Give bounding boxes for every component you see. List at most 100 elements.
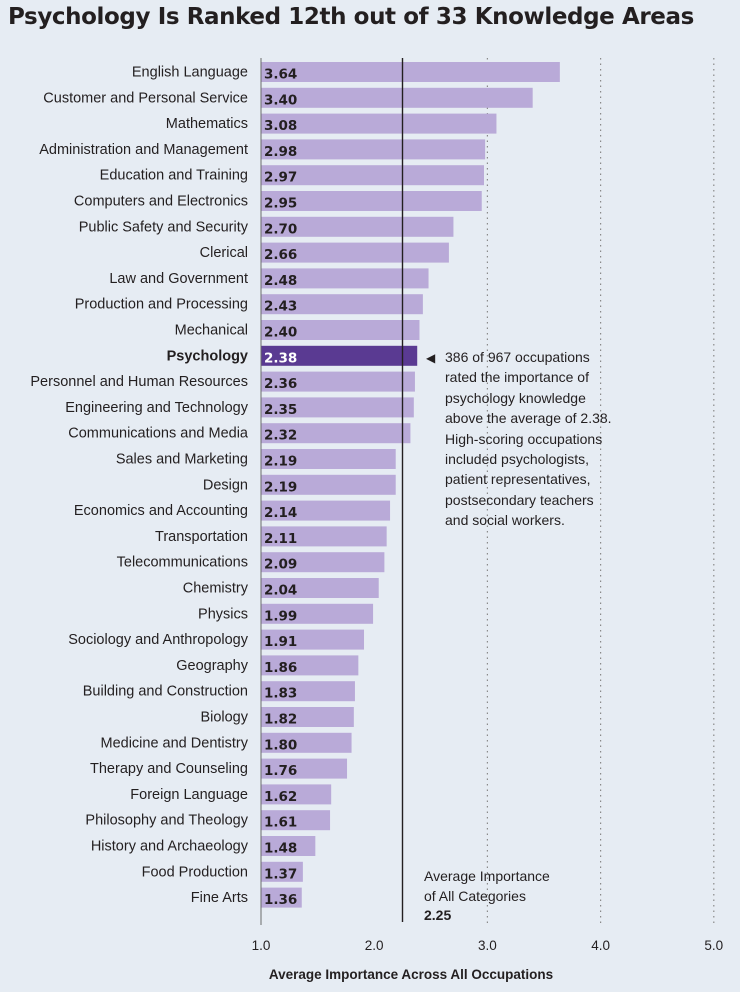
bar-sociology-and-anthropology <box>261 629 365 650</box>
category-label: Design <box>203 477 248 493</box>
psychology-annotation: 386 of 967 occupations rated the importa… <box>445 347 675 531</box>
category-label: Sociology and Anthropology <box>68 632 249 648</box>
x-tick-label: 1.0 <box>252 938 271 953</box>
average-line-note: Average Importance of All Categories 2.2… <box>424 867 550 926</box>
bar-mechanical <box>261 320 420 340</box>
bar-transportation <box>261 526 387 547</box>
data-label: 2.98 <box>264 144 297 160</box>
category-label: Geography <box>176 658 248 674</box>
category-label: Foreign Language <box>130 787 248 803</box>
category-label: Economics and Accounting <box>74 503 248 519</box>
bar-sales-and-marketing <box>261 449 396 469</box>
bar-public-safety-and-security <box>261 216 454 237</box>
annotation-line: postsecondary teachers <box>445 491 594 508</box>
bar-education-and-training <box>261 165 485 186</box>
annotation-line: and social workers. <box>445 512 565 529</box>
category-label: Education and Training <box>100 168 248 184</box>
data-label: 1.99 <box>264 608 297 624</box>
category-label: Psychology <box>167 348 248 364</box>
x-tick-label: 4.0 <box>591 938 610 953</box>
data-label: 2.95 <box>264 196 297 212</box>
data-label: 1.48 <box>264 841 297 857</box>
bar-philosophy-and-theology <box>261 810 331 831</box>
category-label: Computers and Electronics <box>74 194 248 210</box>
data-label: 3.40 <box>264 92 297 108</box>
bar-mathematics <box>261 113 497 134</box>
category-label: Administration and Management <box>39 142 248 158</box>
bar-physics <box>261 603 374 624</box>
x-axis-title: Average Importance Across All Occupation… <box>268 967 554 982</box>
annotation-line: above the average of 2.38. <box>445 410 612 427</box>
category-label: Food Production <box>142 864 248 880</box>
data-label: 2.35 <box>264 402 297 418</box>
data-label: 2.97 <box>264 170 297 186</box>
chart-title: Psychology Is Ranked 12th out of 33 Know… <box>8 4 694 30</box>
data-label: 1.37 <box>264 866 297 882</box>
data-label: 2.09 <box>264 557 297 573</box>
data-label: 2.40 <box>264 325 297 341</box>
data-label: 1.62 <box>264 789 297 805</box>
data-label: 2.38 <box>264 350 297 366</box>
data-label: 1.86 <box>264 660 297 676</box>
category-label: Biology <box>200 710 248 726</box>
data-label: 3.64 <box>264 67 297 83</box>
x-tick-label: 5.0 <box>704 938 723 953</box>
data-label: 1.80 <box>264 737 297 753</box>
data-label: 2.19 <box>264 454 297 470</box>
bar-fine-arts <box>261 887 302 908</box>
data-label: 1.83 <box>264 686 297 702</box>
category-label: Telecommunications <box>117 555 248 571</box>
annotation-arrow-icon: ◀ <box>426 351 436 365</box>
data-label: 2.14 <box>264 505 297 521</box>
data-label: 2.43 <box>264 299 297 315</box>
category-label: Mathematics <box>166 116 248 132</box>
category-label: Production and Processing <box>75 297 248 313</box>
bar-personnel-and-human-resources <box>261 371 415 392</box>
data-label: 1.61 <box>264 815 297 831</box>
x-tick-label: 3.0 <box>478 938 497 953</box>
data-label: 2.32 <box>264 428 297 444</box>
avg-note-line-1: Average Importance <box>424 868 550 884</box>
category-label: Law and Government <box>109 271 248 287</box>
bar-biology <box>261 707 354 727</box>
category-label: Medicine and Dentistry <box>101 735 249 751</box>
bar-foreign-language <box>261 784 332 805</box>
bar-history-and-archaeology <box>261 836 316 856</box>
category-label: Therapy and Counseling <box>90 761 248 777</box>
annotation-line: rated the importance of <box>445 369 589 386</box>
data-label: 2.04 <box>264 583 297 599</box>
category-label: History and Archaeology <box>91 839 249 855</box>
annotation-line: 386 of 967 occupations <box>445 349 590 365</box>
annotation-line: patient representatives, <box>445 471 591 488</box>
bar-communications-and-media <box>261 423 411 444</box>
category-label: Personnel and Human Resources <box>30 374 248 390</box>
bar-engineering-and-technology <box>261 397 414 418</box>
bar-production-and-processing <box>261 294 423 315</box>
data-label: 2.11 <box>264 531 297 547</box>
category-label: Engineering and Technology <box>65 400 248 416</box>
data-label: 2.70 <box>264 221 297 237</box>
category-label: Chemistry <box>183 581 249 597</box>
data-label: 2.48 <box>264 273 297 289</box>
category-label: Clerical <box>200 245 248 261</box>
category-label: English Language <box>132 65 248 81</box>
bar-medicine-and-dentistry <box>261 732 352 753</box>
data-label: 2.36 <box>264 376 297 392</box>
bar-psychology <box>261 345 418 366</box>
bar-english-language <box>261 62 560 82</box>
bar-chemistry <box>261 578 379 598</box>
bar-computers-and-electronics <box>261 191 482 211</box>
bar-telecommunications <box>261 552 385 573</box>
data-label: 2.66 <box>264 247 297 263</box>
bar-geography <box>261 655 359 676</box>
avg-note-value: 2.25 <box>424 907 452 923</box>
category-label: Building and Construction <box>83 684 248 700</box>
bar-economics-and-accounting <box>261 500 391 521</box>
data-label: 1.91 <box>264 634 297 650</box>
bar-law-and-government <box>261 268 429 289</box>
data-label: 1.82 <box>264 712 297 728</box>
category-label: Transportation <box>155 529 248 545</box>
category-label: Fine Arts <box>191 890 248 906</box>
annotation-line: included psychologists, <box>445 451 589 468</box>
bar-administration-and-management <box>261 139 486 160</box>
